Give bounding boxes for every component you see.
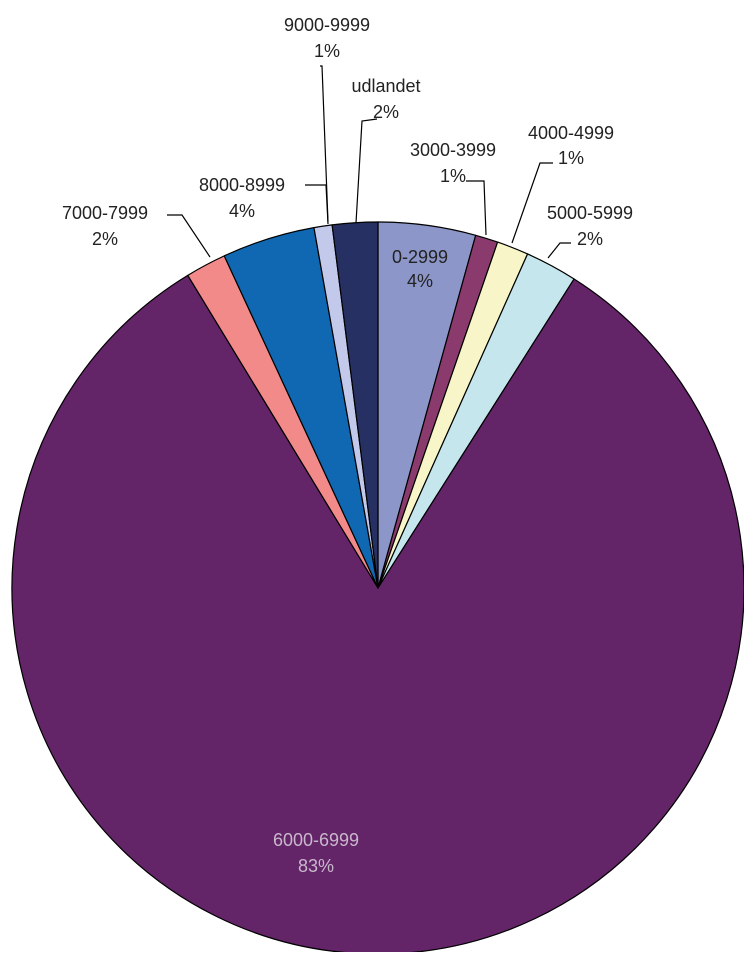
leader-line-8000-8999 [305, 184, 329, 225]
slice-label-9000-9999: 9000-9999 [284, 15, 370, 35]
slices-layer [11, 221, 744, 955]
slice-percent-udlandet: 2% [373, 102, 399, 122]
slice-percent-8000-8999: 4% [229, 201, 255, 221]
leader-line-udlandet [355, 118, 378, 224]
slice-label-0-2999: 0-2999 [392, 247, 448, 267]
slice-label-udlandet: udlandet [351, 76, 420, 96]
leader-line-7000-7999 [167, 214, 211, 258]
slice-label-6000-6999: 6000-6999 [273, 830, 359, 850]
leader-line-4000-4999 [511, 162, 553, 244]
slice-label-8000-8999: 8000-8999 [199, 175, 285, 195]
slice-label-4000-4999: 4000-4999 [528, 123, 614, 143]
leader-line-9000-9999 [320, 65, 329, 223]
leader-lines-layer [167, 65, 571, 259]
slice-percent-5000-5999: 2% [577, 229, 603, 249]
slice-label-7000-7999: 7000-7999 [62, 203, 148, 223]
pie-slice-udlandet [331, 221, 379, 589]
slice-label-5000-5999: 5000-5999 [547, 203, 633, 223]
slice-percent-0-2999: 4% [407, 271, 433, 291]
slice-percent-6000-6999: 83% [298, 856, 334, 876]
slice-percent-7000-7999: 2% [92, 229, 118, 249]
slice-percent-9000-9999: 1% [314, 41, 340, 61]
slice-percent-3000-3999: 1% [440, 166, 466, 186]
labels-layer: 0-2999 4% 3000-3999 1% 4000-4999 1% 5000-5999 2… [62, 15, 633, 876]
leader-line-3000-3999 [466, 180, 487, 236]
slice-percent-4000-4999: 1% [558, 148, 584, 168]
slice-label-3000-3999: 3000-3999 [410, 140, 496, 160]
leader-line-5000-5999 [547, 242, 571, 259]
